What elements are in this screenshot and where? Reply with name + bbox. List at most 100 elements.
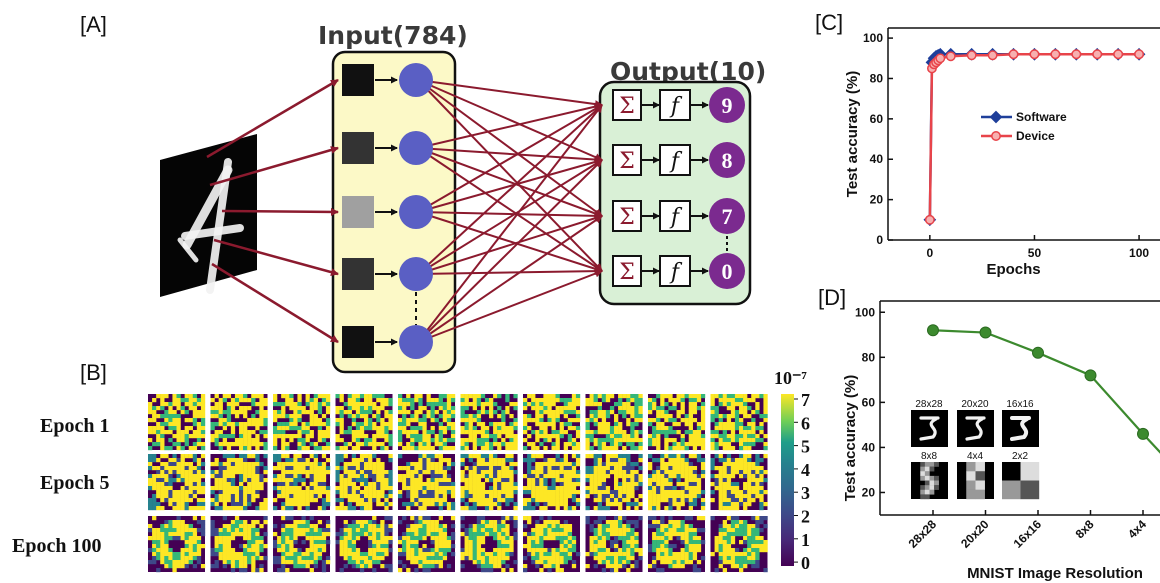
weight-map-tile bbox=[273, 516, 331, 573]
thumb-label: 8x8 bbox=[921, 451, 938, 462]
weight-connection bbox=[417, 102, 603, 149]
weight-map-tile bbox=[210, 394, 268, 451]
c-point bbox=[1029, 49, 1040, 60]
c-point bbox=[987, 50, 998, 61]
colorbar-tick-label: 2 bbox=[801, 507, 810, 527]
func-box bbox=[659, 144, 691, 176]
input-pixel bbox=[342, 196, 374, 228]
thumb-label: 20x20 bbox=[961, 399, 989, 410]
legend-marker bbox=[989, 110, 1003, 124]
thumb-label: 16x16 bbox=[1006, 399, 1034, 410]
weight-map-tile bbox=[335, 516, 393, 573]
chart-d-plot: 20 40 60 80 100 28x28 20x20 16x16 8x8 4x4 2x2 MNIST… bbox=[842, 300, 1160, 582]
weight-map-tile bbox=[335, 454, 393, 511]
weight-map-tile bbox=[148, 394, 206, 451]
weight-connection bbox=[417, 147, 603, 218]
thumb-digit bbox=[965, 416, 986, 441]
weight-connection bbox=[417, 147, 603, 272]
panel-a-letter: [A] bbox=[80, 12, 107, 37]
legend-label: Software bbox=[1016, 110, 1067, 124]
input-arrow bbox=[213, 238, 339, 277]
d-point bbox=[979, 326, 992, 339]
func-box bbox=[659, 255, 691, 287]
c-xtick-label: 100 bbox=[1129, 246, 1149, 260]
thumb-image bbox=[911, 410, 948, 447]
sum-box bbox=[612, 255, 642, 287]
d-xaxis-title: MNIST Image Resolution bbox=[967, 565, 1143, 582]
weight-map-tile bbox=[523, 394, 581, 451]
input-neuron bbox=[399, 195, 433, 229]
weight-map-tile bbox=[460, 454, 518, 511]
colorbar-tick-label: 7 bbox=[801, 390, 810, 410]
d-point bbox=[1032, 346, 1044, 359]
output-neuron bbox=[709, 87, 745, 123]
d-ytick-label: 100 bbox=[855, 305, 875, 319]
legend-label: Device bbox=[1016, 129, 1055, 143]
panel-d-letter: [D] bbox=[818, 285, 846, 310]
output-neuron bbox=[709, 198, 745, 234]
weight-map-tile bbox=[460, 394, 518, 451]
weight-connection bbox=[417, 79, 603, 109]
sum-symbol: Σ bbox=[619, 149, 635, 174]
weight-map-tile bbox=[460, 516, 518, 573]
d-point bbox=[1084, 369, 1097, 382]
c-point bbox=[1134, 49, 1145, 60]
thumb-label: 2x2 bbox=[1012, 451, 1029, 462]
c-ytick-label: 80 bbox=[870, 71, 884, 85]
c-point bbox=[1008, 49, 1019, 60]
c-point bbox=[935, 53, 946, 64]
sum-box bbox=[612, 89, 642, 121]
panel-b-letter: [B] bbox=[80, 360, 107, 385]
weight-map-tile bbox=[648, 516, 706, 573]
output-neuron bbox=[709, 142, 745, 178]
mnist-sample-image bbox=[160, 134, 257, 297]
weight-connection bbox=[417, 104, 603, 275]
weight-connection bbox=[417, 158, 603, 213]
weight-connection bbox=[417, 267, 603, 276]
sum-symbol: Σ bbox=[619, 94, 635, 119]
c-yaxis-title: Test accuracy (%) bbox=[844, 71, 861, 197]
weight-connection bbox=[417, 269, 603, 343]
digit-stroke bbox=[206, 158, 232, 294]
weight-maps-grid bbox=[148, 394, 768, 573]
sum-box bbox=[612, 144, 642, 176]
weight-connection bbox=[417, 214, 603, 275]
c-ytick-label: 40 bbox=[870, 152, 884, 166]
thumb-image bbox=[1002, 410, 1039, 447]
input-neuron bbox=[399, 131, 433, 165]
input-pixel bbox=[342, 326, 374, 358]
colorbar-exponent: 10⁻⁷ bbox=[774, 368, 808, 388]
d-xtick-label: 16x16 bbox=[1011, 517, 1045, 551]
c-point bbox=[1092, 49, 1103, 60]
weight-connection bbox=[417, 104, 603, 343]
weight-connection bbox=[417, 215, 603, 343]
weight-map-tile bbox=[210, 454, 268, 511]
weight-connection bbox=[417, 159, 603, 343]
output-digit: 8 bbox=[722, 148, 733, 173]
weight-map-tile bbox=[710, 516, 768, 573]
resolution-thumbnails: 28x28 20x20 16x16 8x8 4x4 2x2 bbox=[911, 399, 1040, 500]
thumb-label: 28x28 bbox=[915, 399, 943, 410]
chart-c-plot: 0 20 40 60 80 100 0 50 100 Epochs Test accuracy (%… bbox=[844, 27, 1160, 278]
weight-connection bbox=[417, 79, 603, 272]
sum-symbol: Σ bbox=[619, 260, 635, 285]
d-point bbox=[927, 324, 939, 337]
thumb-image bbox=[957, 410, 994, 447]
c-point bbox=[924, 214, 935, 225]
c-legend: Software Device bbox=[981, 110, 1067, 143]
weight-map-tile bbox=[148, 516, 206, 573]
weight-connection bbox=[417, 159, 603, 275]
epoch-1-label: Epoch 1 bbox=[40, 415, 109, 437]
weight-connection bbox=[417, 211, 603, 273]
weight-map-tile bbox=[585, 454, 643, 511]
colorbar-tick-label: 1 bbox=[801, 530, 810, 550]
d-xtick-label: 20x20 bbox=[958, 517, 992, 551]
colorbar-tick-label: 6 bbox=[801, 413, 810, 433]
weight-map-tile bbox=[648, 394, 706, 451]
colorbar-tick-label: 3 bbox=[801, 483, 810, 503]
weight-map-tile bbox=[210, 516, 268, 573]
c-point bbox=[1071, 49, 1082, 60]
c-xtick-label: 50 bbox=[1028, 246, 1042, 260]
